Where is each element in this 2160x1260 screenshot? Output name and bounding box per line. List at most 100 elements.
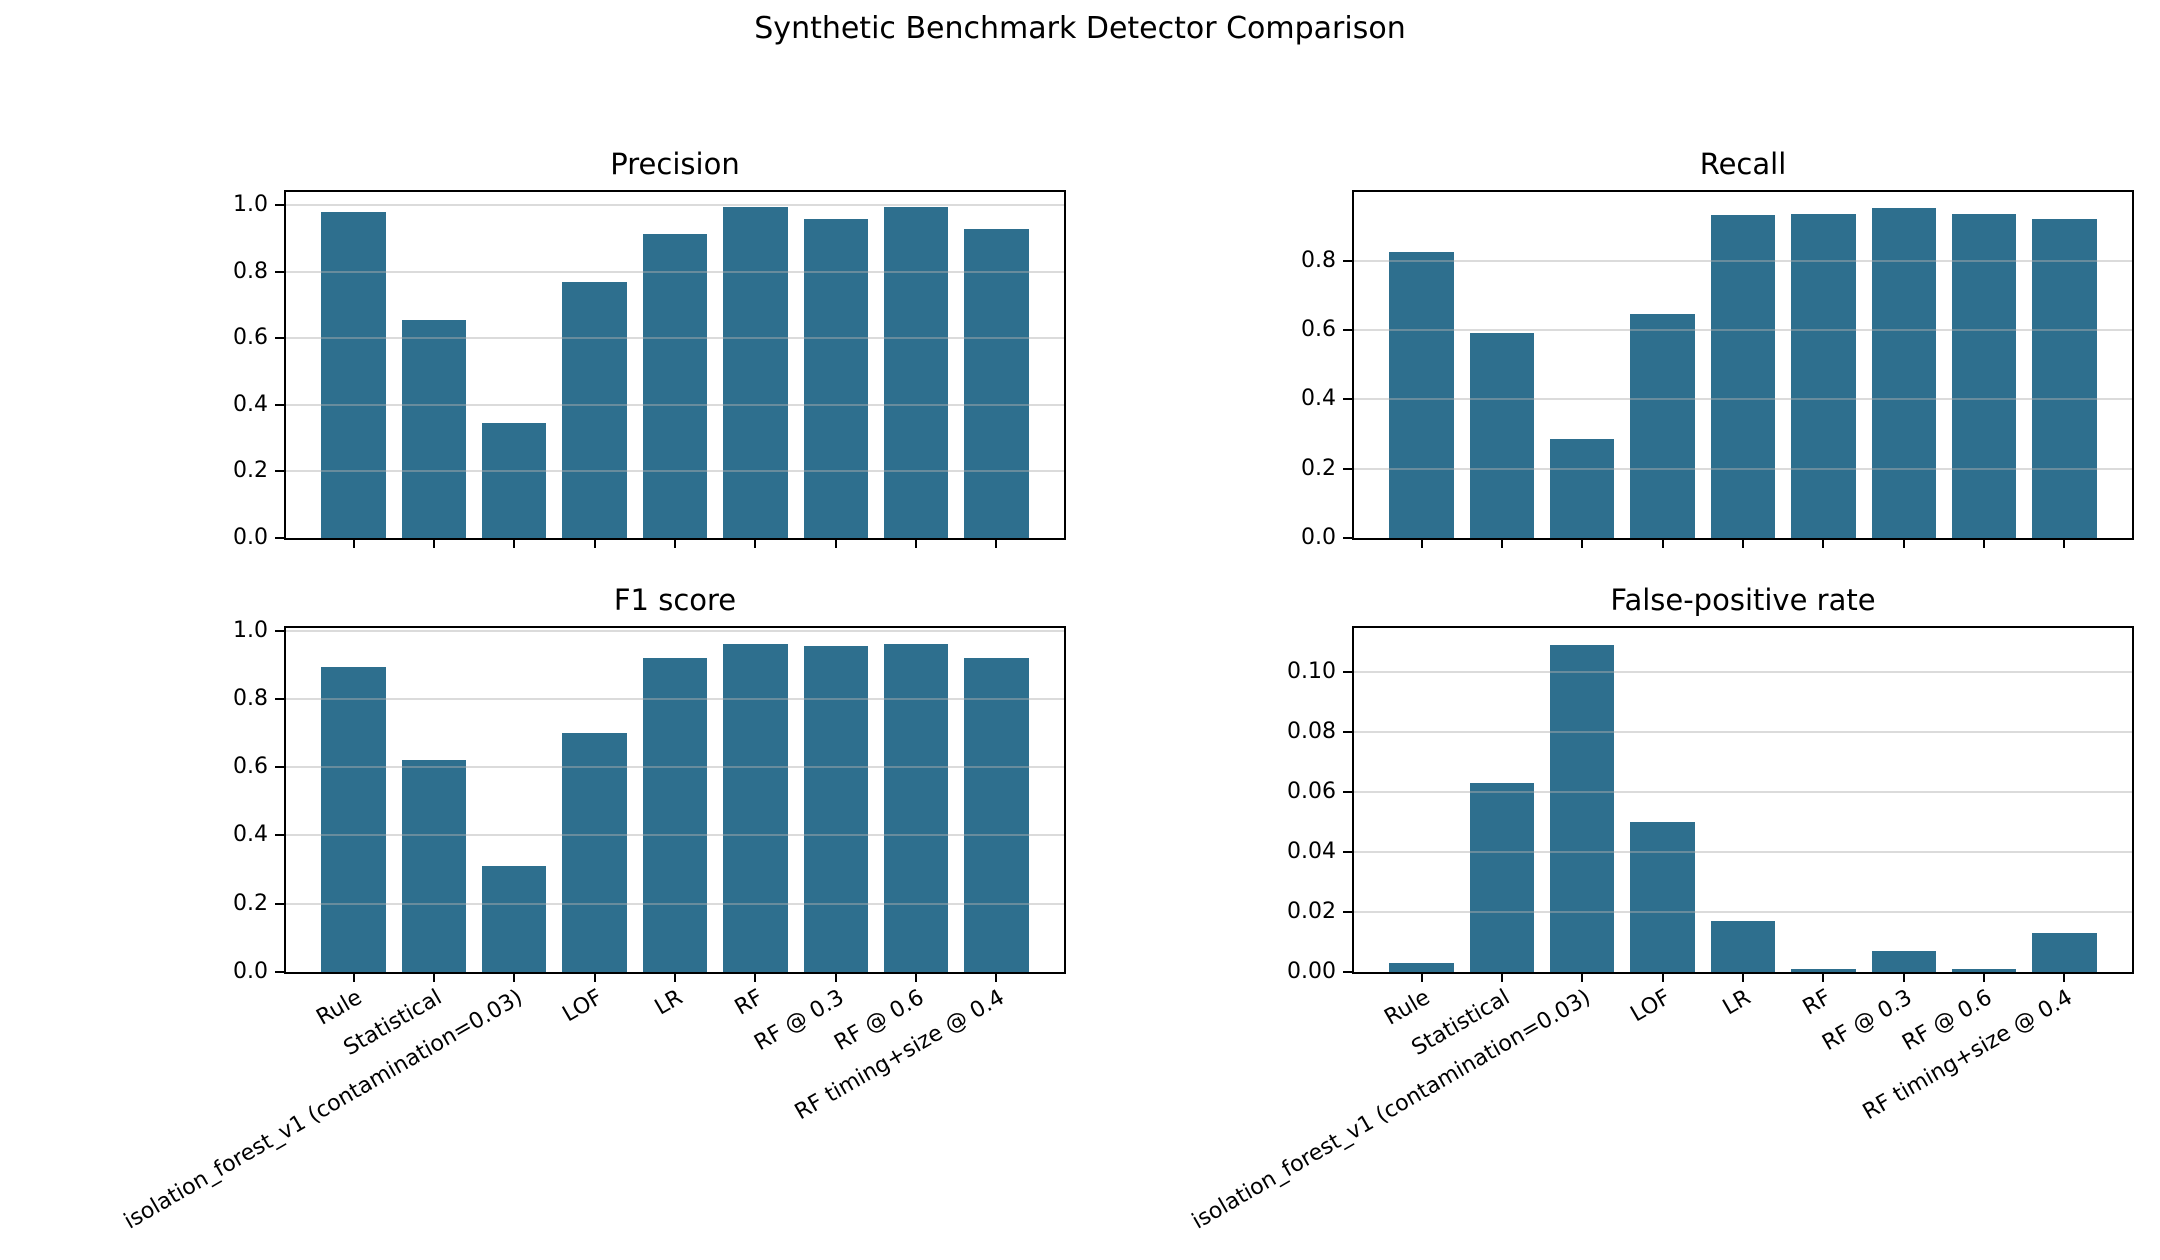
figure-title: Synthetic Benchmark Detector Comparison [754,11,1406,46]
x-tick-mark [432,540,435,548]
subplot-title: Precision [610,147,740,181]
gridline [1354,790,2132,793]
y-tick-label: 0.6 [233,325,268,351]
gridline [286,337,1064,340]
x-tick-label: RF @ 0.3 [1818,985,1917,1057]
x-tick-mark [1500,540,1503,548]
bar [1871,950,1936,972]
y-tick-mark [1343,730,1352,733]
x-tick-mark [674,974,676,982]
x-tick-mark [995,974,998,982]
y-tick-mark [1343,850,1352,853]
x-tick-mark [1742,974,1744,982]
gridline [286,697,1064,700]
x-tick-mark [1983,974,1986,982]
plot-area: 0.0 0.2 0.4 0.6 0.8 1.0 [233,190,1066,549]
bar [1550,439,1615,538]
bar [803,646,868,972]
y-tick-mark [1343,910,1352,913]
bar [723,644,788,972]
bar [1630,314,1695,538]
x-tick-label: LR [1719,985,1756,1021]
bar [1791,213,1856,538]
bar [1550,644,1615,972]
x-tick-mark [1983,540,1986,548]
x-tick-mark [834,540,837,548]
x-tick-mark [352,540,355,548]
bar [883,206,949,538]
gridline [1354,398,2132,401]
x-tick-mark [1420,974,1423,982]
x-tick-label: Rule [312,985,367,1031]
subplot-title: F1 score [613,583,737,617]
x-tick-mark [995,540,998,548]
x-tick-label: RF [1799,985,1836,1021]
bar [1469,333,1535,538]
gridline [286,902,1064,905]
x-tick-mark [2063,974,2066,982]
bar [1791,969,1856,972]
x-tick-mark [1742,540,1744,548]
gridline [286,270,1064,273]
y-tick-label: 0.8 [1301,247,1336,273]
bar [1389,963,1454,972]
bar [1469,782,1535,972]
bar [1951,213,2017,538]
gridline [1354,850,2132,853]
plot-area: 0.0 0.2 0.4 0.6 0.8 [1301,190,2134,549]
bar [642,658,708,972]
y-tick-label: 0.02 [1287,898,1336,924]
y-tick-mark [1343,971,1352,973]
gridline [1354,328,2132,331]
x-tick-mark [352,974,355,982]
x-tick-mark [1902,974,1905,982]
subplot-f1-score: F1 score Rule Statistical isolation_forest… [120,584,1066,1234]
y-tick-label: 0.04 [1287,838,1336,864]
bar [321,666,386,972]
y-tick-mark [275,204,284,207]
x-tick-label: LR [651,985,688,1021]
y-tick-mark [1343,328,1352,331]
x-tick-label: RF @ 0.3 [750,985,849,1057]
y-tick-label: 0.2 [1301,455,1336,481]
y-tick-label: 0.0 [233,525,268,550]
y-tick-label: 0.10 [1287,658,1336,684]
y-tick-label: 1.0 [233,617,268,643]
bar [482,423,547,538]
y-tick-mark [275,270,284,273]
bar [1871,208,1936,538]
bar [401,760,467,972]
y-tick-label: 0.8 [233,685,268,711]
subplot-false-positive-rate: False-positive rate Rule Statistical isola… [1188,584,2134,1234]
bar [803,218,868,538]
x-tick-mark [1500,974,1503,982]
y-tick-mark [275,629,284,632]
y-tick-mark [275,337,284,340]
y-tick-label: 0.00 [1287,959,1336,984]
x-tick-mark [513,974,516,982]
bar [482,866,547,972]
gridline [286,204,1064,207]
y-tick-label: 0.2 [233,458,268,484]
x-tick-mark [915,974,918,982]
y-tick-mark [1343,670,1352,673]
bar [1710,215,1776,538]
y-tick-mark [275,403,284,406]
x-tick-mark [1581,974,1584,982]
x-tick-mark [1902,540,1905,548]
bar [1630,821,1695,972]
y-tick-label: 0.6 [1301,316,1336,342]
y-tick-mark [1343,398,1352,401]
gridline [1354,467,2132,470]
y-tick-label: 0.0 [233,959,268,984]
y-tick-mark [275,537,284,539]
gridline [286,629,1064,632]
bar [964,228,1029,538]
y-tick-label: 0.0 [1301,525,1336,550]
gridline [1354,259,2132,262]
y-tick-mark [275,766,284,769]
y-tick-label: 0.8 [233,258,268,284]
gridline [1354,730,2132,733]
y-tick-mark [275,971,284,973]
bar [1389,251,1454,538]
